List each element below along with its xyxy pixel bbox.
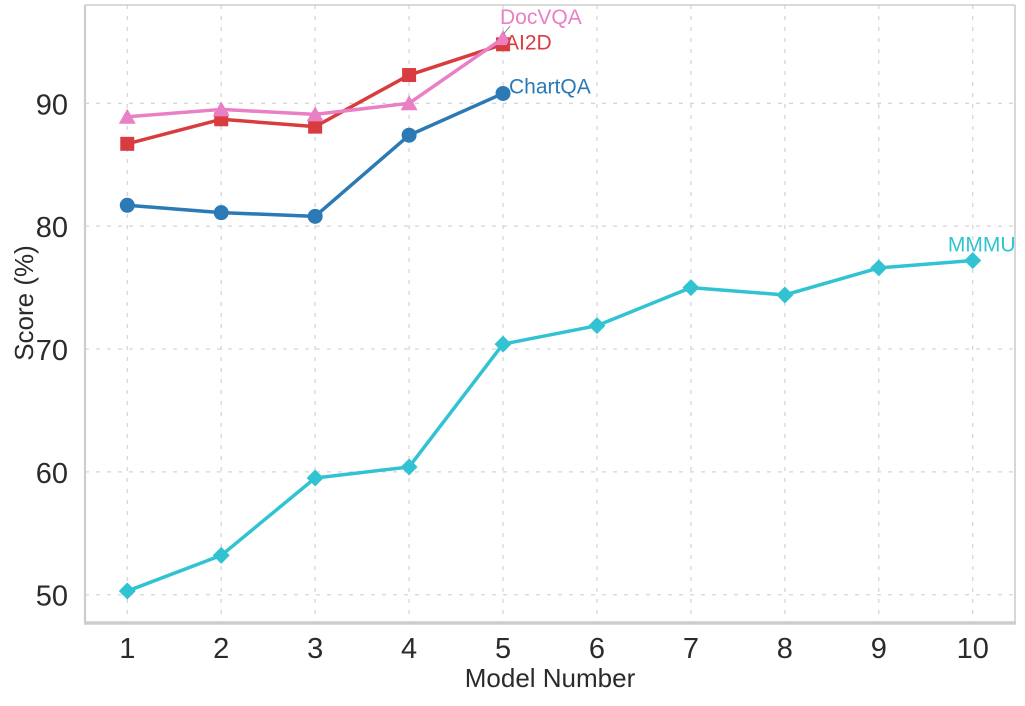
x-tick-label: 3 (307, 633, 323, 665)
circle-marker (213, 205, 229, 221)
series-label-chartqa: ChartQA (509, 75, 591, 98)
series-docvqa (118, 30, 512, 124)
y-tick-label: 70 (36, 335, 68, 367)
circle-marker (119, 197, 135, 213)
diamond-marker (306, 469, 324, 487)
series-chartqa (119, 85, 511, 224)
x-tick-label: 1 (119, 633, 135, 665)
x-tick-label: 6 (589, 633, 605, 665)
triangle-marker (118, 108, 136, 124)
diamond-marker (118, 582, 136, 600)
tick-labels: 1 2 3 4 5 6 7 8 9 10 50 60 70 80 90 (36, 89, 989, 665)
diamond-marker (870, 259, 888, 277)
y-tick-label: 50 (36, 581, 68, 613)
x-axis-label: Model Number (465, 663, 636, 693)
square-marker (120, 136, 135, 151)
diamond-marker (494, 335, 512, 353)
diamond-marker (588, 317, 606, 335)
circle-marker (495, 85, 511, 101)
series-label-docvqa: DocVQA (500, 6, 582, 29)
series-line (125, 258, 975, 593)
circle-marker (401, 127, 417, 143)
square-marker (308, 119, 323, 134)
triangle-marker (306, 106, 324, 122)
triangle-marker (212, 101, 230, 117)
diamond-marker (964, 252, 982, 270)
y-axis-label: Score (%) (9, 245, 39, 361)
y-tick-label: 90 (36, 89, 68, 121)
diamond-marker (682, 279, 700, 297)
axes-spines (83, 4, 1016, 625)
triangle-marker (494, 30, 512, 46)
circle-marker (307, 208, 323, 224)
x-tick-label: 9 (871, 633, 887, 665)
y-tick-label: 60 (36, 458, 68, 490)
data-series (118, 30, 982, 600)
diamond-marker (776, 286, 794, 304)
annotation-leader-line (503, 25, 511, 35)
series-label-mmmu: MMMU (948, 234, 1016, 257)
y-tick-label: 80 (36, 212, 68, 244)
series-mmmu (118, 252, 982, 600)
x-tick-label: 8 (777, 633, 793, 665)
diamond-marker (212, 546, 230, 564)
diamond-marker (400, 458, 418, 476)
x-tick-label: 10 (957, 633, 989, 665)
x-tick-label: 2 (213, 633, 229, 665)
series-label-ai2d: AI2D (505, 31, 552, 54)
triangle-marker (400, 95, 418, 111)
square-marker (402, 68, 417, 83)
x-tick-label: 4 (401, 633, 417, 665)
x-tick-label: 7 (683, 633, 699, 665)
x-tick-label: 5 (495, 633, 511, 665)
